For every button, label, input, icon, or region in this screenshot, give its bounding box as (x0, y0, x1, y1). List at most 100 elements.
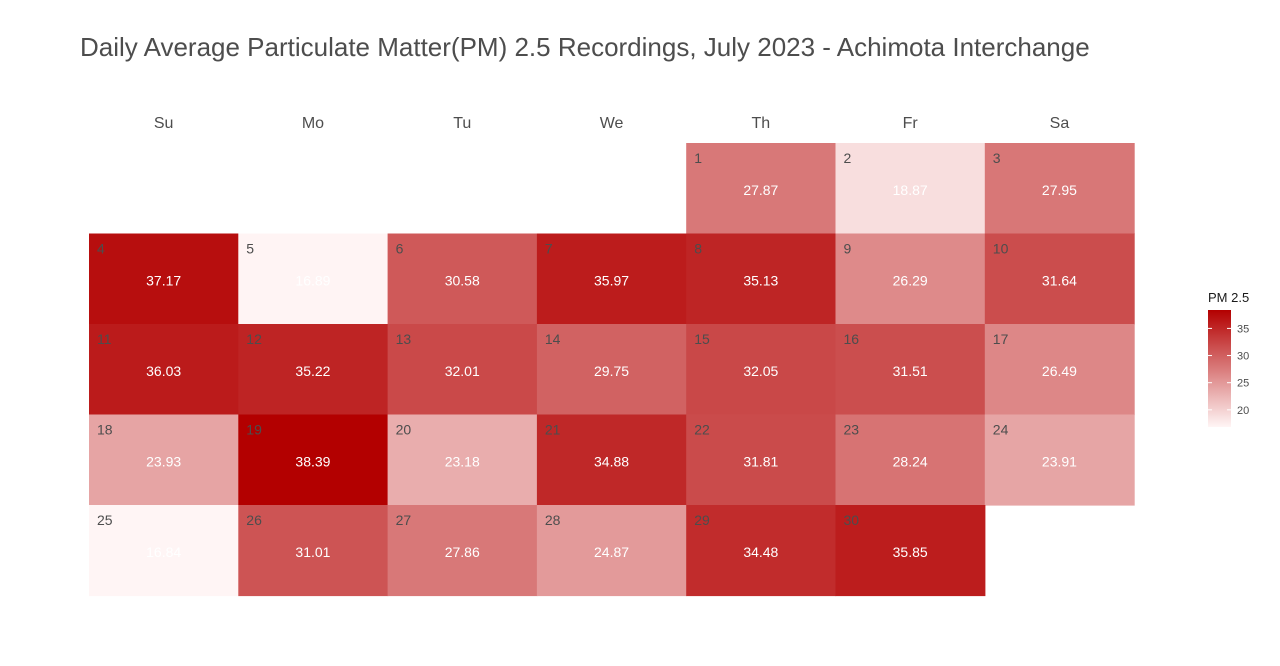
legend-tick-label: 35 (1237, 323, 1249, 335)
day-number: 20 (396, 422, 412, 438)
legend-tick-label: 30 (1237, 351, 1249, 363)
day-value: 24.87 (594, 544, 629, 560)
day-cell-fill (238, 414, 389, 506)
day-cell-fill (835, 324, 986, 416)
day-value: 34.48 (743, 544, 778, 560)
day-number: 19 (246, 422, 262, 438)
day-number: 18 (97, 422, 113, 438)
day-value: 35.97 (594, 273, 629, 289)
day-value: 34.88 (594, 454, 629, 470)
weekday-label-su: Su (154, 115, 174, 132)
day-value: 27.87 (743, 182, 778, 198)
legend-gradient (1208, 310, 1231, 427)
day-number: 12 (246, 331, 262, 347)
day-cell: 26 31.01 (238, 505, 389, 597)
legend-colorbar: 20 25 30 35 (1208, 310, 1249, 427)
day-cell-fill (89, 324, 239, 416)
weekday-label-sa: Sa (1050, 115, 1070, 132)
day-cell: 21 34.88 (536, 414, 687, 506)
day-cell: 926.29 (835, 233, 986, 325)
day-cell: 15 32.05 (686, 324, 837, 416)
day-cell-fill (387, 233, 538, 325)
day-value: 36.03 (146, 363, 181, 379)
calendar-cells: 127.87218.87327.95437.17516.89630.58735.… (89, 143, 1135, 597)
weekday-label-we: We (600, 115, 624, 132)
day-value: 16.84 (146, 544, 181, 560)
day-cell: 25 16.84 (89, 505, 239, 597)
day-value: 27.86 (445, 544, 480, 560)
day-cell: 16 31.51 (835, 324, 986, 416)
day-cell: 10 31.64 (984, 233, 1135, 325)
day-value: 18.87 (893, 182, 928, 198)
day-cell-fill (984, 143, 1135, 235)
day-cell-fill (536, 505, 687, 597)
day-number: 23 (844, 422, 860, 438)
day-value: 30.58 (445, 273, 480, 289)
day-number: 8 (694, 241, 702, 257)
day-number: 13 (396, 331, 412, 347)
day-number: 25 (97, 512, 113, 528)
day-cell-fill (387, 324, 538, 416)
day-cell: 437.17 (89, 233, 239, 325)
day-number: 26 (246, 512, 262, 528)
day-number: 17 (993, 331, 1009, 347)
day-cell: 127.87 (686, 143, 837, 235)
day-cell-fill (89, 414, 239, 506)
day-cell-fill (89, 233, 239, 325)
day-cell: 30 35.85 (835, 505, 986, 597)
day-cell: 12 35.22 (238, 324, 389, 416)
day-cell-fill (387, 505, 538, 597)
day-cell-fill (686, 324, 837, 416)
day-value: 38.39 (295, 454, 330, 470)
day-value: 23.93 (146, 454, 181, 470)
day-cell-fill (89, 505, 239, 597)
day-cell-fill (984, 414, 1135, 506)
day-number: 27 (396, 512, 412, 528)
day-value: 23.91 (1042, 454, 1077, 470)
day-cell-fill (238, 324, 389, 416)
day-cell-fill (387, 414, 538, 506)
day-cell: 11 36.03 (89, 324, 239, 416)
day-value: 27.95 (1042, 182, 1077, 198)
day-number: 10 (993, 241, 1009, 257)
day-cell: 327.95 (984, 143, 1135, 235)
day-cell-fill (835, 505, 986, 597)
day-cell: 630.58 (387, 233, 538, 325)
day-number: 14 (545, 331, 561, 347)
day-value: 28.24 (893, 454, 928, 470)
day-cell: 735.97 (536, 233, 687, 325)
day-value: 32.05 (743, 363, 778, 379)
day-number: 3 (993, 150, 1001, 166)
day-value: 35.85 (893, 544, 928, 560)
day-number: 1 (694, 150, 702, 166)
day-value: 26.49 (1042, 363, 1077, 379)
day-value: 35.13 (743, 273, 778, 289)
legend-title: PM 2.5 (1208, 290, 1250, 305)
day-number: 5 (246, 241, 254, 257)
day-value: 35.22 (295, 363, 330, 379)
day-cell-fill (686, 505, 837, 597)
day-number: 28 (545, 512, 561, 528)
day-number: 4 (97, 241, 105, 257)
day-cell: 17 26.49 (984, 324, 1135, 416)
day-number: 16 (844, 331, 860, 347)
day-number: 9 (844, 241, 852, 257)
day-cell: 22 31.81 (686, 414, 837, 506)
legend-tick-label: 20 (1237, 405, 1249, 417)
day-value: 37.17 (146, 273, 181, 289)
day-value: 31.64 (1042, 273, 1077, 289)
day-cell-fill (984, 324, 1135, 416)
day-cell: 516.89 (238, 233, 389, 325)
weekday-header: Su Mo Tu We Th Fr Sa (154, 115, 1069, 132)
day-value: 31.51 (893, 363, 928, 379)
weekday-label-mo: Mo (302, 115, 324, 132)
day-number: 30 (844, 512, 860, 528)
day-number: 21 (545, 422, 561, 438)
day-cell: 218.87 (835, 143, 986, 235)
day-value: 31.81 (743, 454, 778, 470)
day-cell: 14 29.75 (536, 324, 687, 416)
day-number: 22 (694, 422, 710, 438)
day-cell: 23 28.24 (835, 414, 986, 506)
day-cell-fill (238, 505, 389, 597)
